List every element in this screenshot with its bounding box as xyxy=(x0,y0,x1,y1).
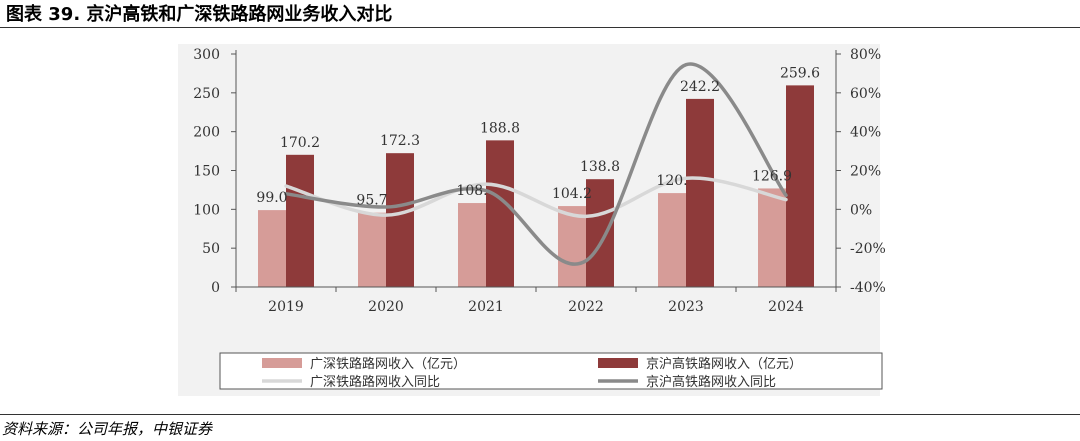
y-left-tick-label: 150 xyxy=(193,164,220,180)
x-tick-label: 2023 xyxy=(668,299,704,315)
bar-bs-2021 xyxy=(486,140,514,287)
bar-gs-2021 xyxy=(458,203,486,287)
bar-gs-2023 xyxy=(658,193,686,287)
legend-label-2: 广深铁路路网收入同比 xyxy=(310,374,440,390)
y-right-tick-label: 80% xyxy=(850,47,881,63)
y-left-tick-label: 50 xyxy=(202,241,220,257)
legend-label-0: 广深铁路路网收入（亿元） xyxy=(310,356,466,372)
bar-gs-2024 xyxy=(758,188,786,287)
data-label-gs: 95.7 xyxy=(356,193,387,209)
data-label-gs: 104.2 xyxy=(552,186,592,202)
legend-swatch-0 xyxy=(262,358,302,368)
y-left-tick-label: 0 xyxy=(211,280,220,296)
data-label-gs: 99.0 xyxy=(256,190,287,206)
axes-group: 0 50 100 150 200 250 300 -40% -20% 0% 20% 40% 60% 80%… xyxy=(193,47,886,315)
x-tick-label: 2022 xyxy=(568,299,604,315)
data-label-gs: 126.9 xyxy=(752,168,792,184)
lines-group xyxy=(284,62,788,266)
data-label-bs: 242.2 xyxy=(680,79,720,95)
y-left-tick-label: 250 xyxy=(193,86,220,102)
line-bs-yoy xyxy=(284,62,788,266)
data-label-bs: 170.2 xyxy=(280,135,320,151)
x-tick-label: 2020 xyxy=(368,299,404,315)
x-tick-label: 2021 xyxy=(468,299,504,315)
top-rule xyxy=(0,27,1080,28)
y-left-tick-label: 300 xyxy=(193,47,220,63)
y-right-tick-label: -20% xyxy=(850,241,886,257)
bars-group xyxy=(258,85,814,288)
legend-box xyxy=(219,352,883,390)
data-label-gs: 108. xyxy=(456,183,487,199)
bar-bs-2023 xyxy=(686,98,714,288)
y-left-tick-label: 200 xyxy=(193,125,220,141)
bar-bs-2022 xyxy=(586,179,614,287)
legend: 广深铁路路网收入（亿元） 京沪高铁路网收入（亿元） 广深铁路路网收入同比 京沪高铁路网… xyxy=(219,352,883,390)
bottom-rule xyxy=(0,414,1080,415)
legend-swatch-1 xyxy=(598,358,638,368)
x-tick-label: 2024 xyxy=(768,299,804,315)
y-right-tick-label: 20% xyxy=(850,164,881,180)
data-labels-group: 99.0 95.7 108. 104.2 120. 126.9 170.2 172.3 188.… xyxy=(256,65,820,208)
line-gs-yoy xyxy=(284,176,788,219)
data-label-bs: 172.3 xyxy=(380,133,420,149)
data-label-bs: 188.8 xyxy=(480,120,520,136)
bar-gs-2019 xyxy=(258,210,286,287)
bar-bs-2024 xyxy=(786,85,814,287)
figure-title: 图表 39. 京沪高铁和广深铁路路网业务收入对比 xyxy=(6,4,393,25)
chart: 0 50 100 150 200 250 300 -40% -20% 0% 20% 40% 60% 80%… xyxy=(178,44,886,396)
y-right-tick-label: 40% xyxy=(850,125,881,141)
legend-label-1: 京沪高铁路网收入（亿元） xyxy=(646,356,802,372)
y-right-tick-label: 60% xyxy=(850,86,881,102)
x-tick-label: 2019 xyxy=(268,299,304,315)
bar-gs-2022 xyxy=(558,206,586,287)
data-label-bs: 138.8 xyxy=(580,159,620,175)
bar-gs-2020 xyxy=(358,212,386,287)
bar-bs-2019 xyxy=(286,154,314,287)
y-right-tick-label: -40% xyxy=(850,280,886,296)
source-note: 资料来源：公司年报，中银证券 xyxy=(2,420,213,438)
y-right-tick-label: 0% xyxy=(850,202,872,218)
bar-bs-2020 xyxy=(386,153,414,287)
data-label-gs: 120. xyxy=(656,173,687,189)
data-label-bs: 259.6 xyxy=(780,65,820,81)
y-left-tick-label: 100 xyxy=(193,202,220,218)
legend-label-3: 京沪高铁路网收入同比 xyxy=(646,374,776,390)
